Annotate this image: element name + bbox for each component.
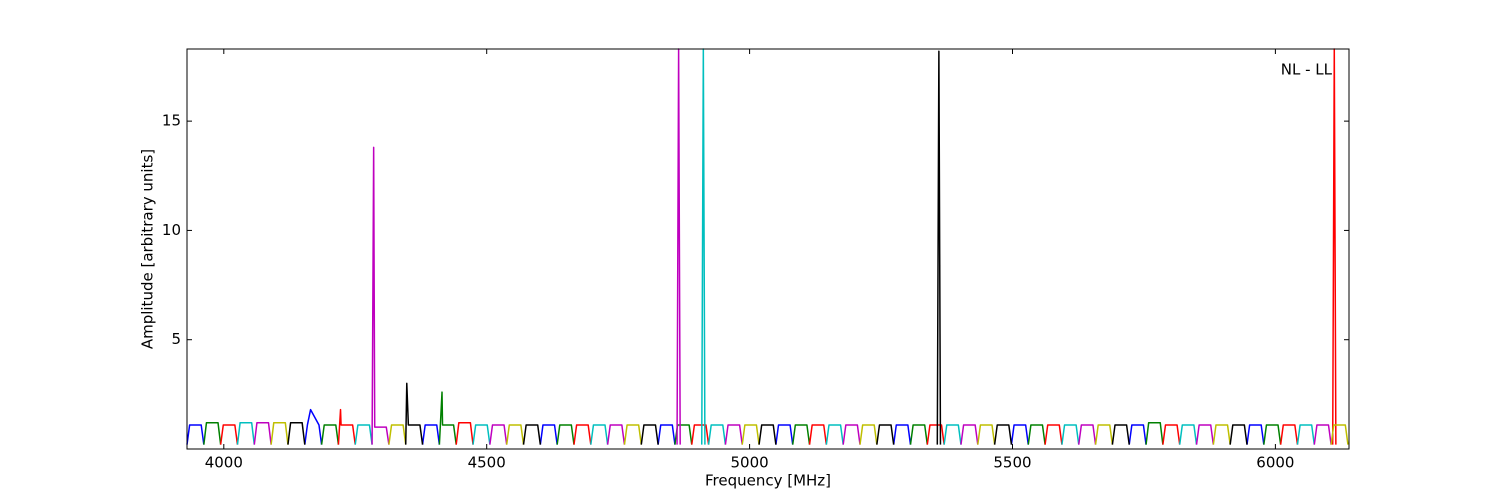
series-line xyxy=(219,48,1337,445)
series-line xyxy=(203,391,1282,445)
x-tick-label: 4500 xyxy=(468,454,506,472)
annotation: NL - LL xyxy=(1281,61,1333,79)
x-tick-label: 6000 xyxy=(1256,454,1294,472)
plot-area xyxy=(187,49,1349,449)
y-tick-label: 5 xyxy=(171,330,181,348)
series-line xyxy=(186,408,1265,445)
x-tick-label: 5000 xyxy=(731,454,769,472)
x-tick-label: 5500 xyxy=(993,454,1031,472)
axes-frame xyxy=(186,48,1350,450)
series-line xyxy=(270,422,1349,445)
series-line xyxy=(287,50,1248,445)
x-axis-label: Frequency [MHz] xyxy=(705,472,831,490)
y-tick-label: 10 xyxy=(162,221,181,239)
x-tick-label: 4000 xyxy=(205,454,243,472)
y-axis-label: Amplitude [arbitrary units] xyxy=(139,149,157,349)
y-tick-label: 15 xyxy=(162,112,181,130)
